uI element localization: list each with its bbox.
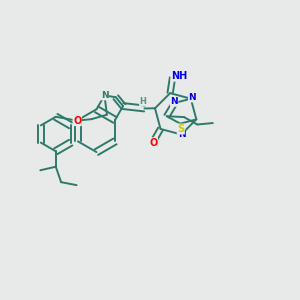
Text: O: O bbox=[73, 116, 81, 126]
Text: O: O bbox=[149, 138, 158, 148]
Text: N: N bbox=[101, 91, 108, 100]
Text: H: H bbox=[140, 97, 146, 106]
Text: N: N bbox=[170, 97, 178, 106]
Text: N: N bbox=[188, 93, 196, 102]
Text: NH: NH bbox=[171, 71, 187, 81]
Text: S: S bbox=[177, 124, 184, 134]
Text: N: N bbox=[178, 130, 186, 139]
